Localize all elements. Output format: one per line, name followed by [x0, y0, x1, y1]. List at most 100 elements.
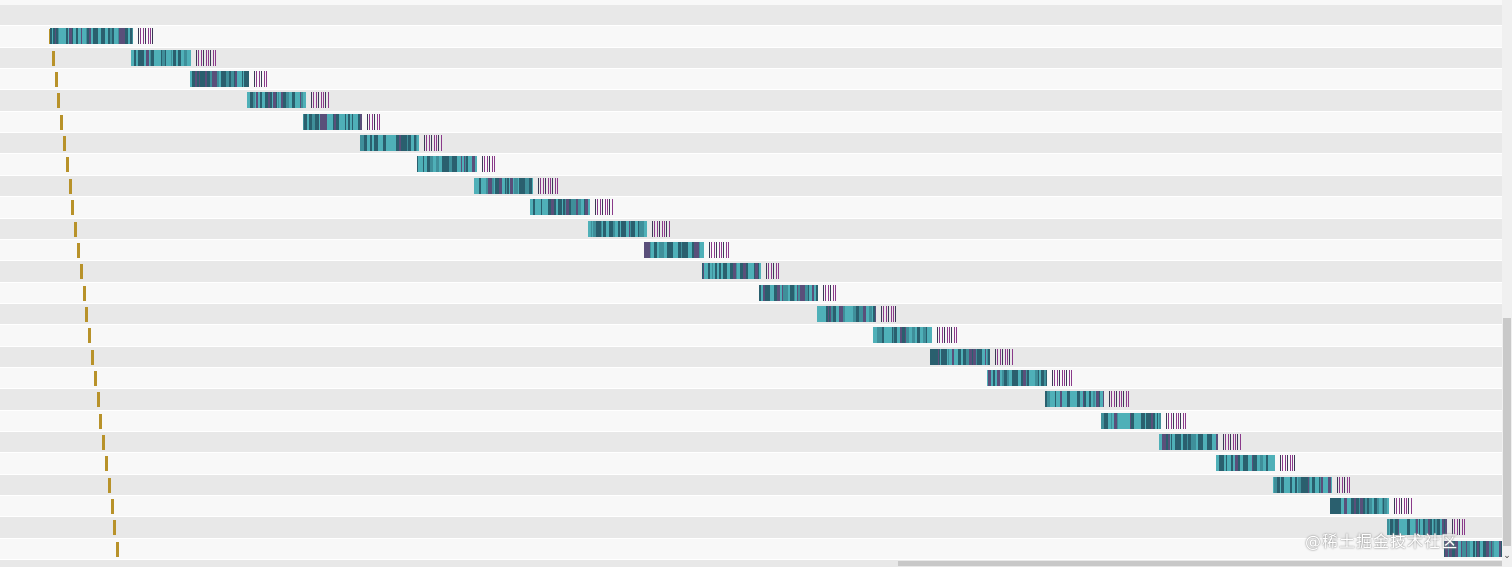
waterfall-row[interactable]: [0, 325, 1502, 347]
download-stripe: [475, 156, 477, 173]
download-stripe: [841, 305, 843, 322]
resource-tick: [773, 263, 775, 280]
waterfall-row[interactable]: [0, 239, 1502, 261]
download-stripe: [1172, 434, 1174, 450]
download-stripe: [1407, 519, 1409, 536]
download-stripe: [1157, 412, 1158, 429]
queue-marker: [93, 370, 97, 386]
download-stripe: [1323, 476, 1324, 493]
waterfall-row[interactable]: [0, 453, 1502, 475]
waterfall-row[interactable]: [0, 367, 1502, 389]
download-stripe: [465, 156, 466, 173]
download-bar[interactable]: [1444, 540, 1502, 557]
download-bar[interactable]: [247, 92, 306, 109]
download-bar[interactable]: [644, 241, 704, 258]
download-stripe: [884, 327, 885, 344]
download-bar[interactable]: [873, 327, 932, 344]
download-stripe: [1327, 476, 1328, 493]
waterfall-row[interactable]: [0, 133, 1502, 155]
download-bar[interactable]: [1273, 476, 1332, 493]
download-bar[interactable]: [930, 348, 990, 365]
waterfall-row[interactable]: [0, 474, 1502, 496]
horizontal-scrollbar-thumb[interactable]: [898, 561, 1502, 566]
download-bar[interactable]: [817, 305, 876, 322]
download-bar[interactable]: [987, 369, 1047, 386]
waterfall-row[interactable]: [0, 218, 1502, 240]
download-stripe: [717, 263, 719, 280]
download-bar[interactable]: [360, 135, 419, 152]
resource-ticks: [424, 135, 446, 152]
download-bar[interactable]: [1159, 434, 1218, 450]
download-bar[interactable]: [759, 284, 818, 301]
resource-tick: [1121, 391, 1122, 408]
download-stripe: [374, 135, 377, 152]
download-stripe: [820, 305, 823, 322]
waterfall-row[interactable]: [0, 410, 1502, 432]
download-stripe: [1314, 476, 1315, 493]
download-bar[interactable]: [1330, 498, 1389, 515]
download-stripe: [292, 92, 295, 109]
download-stripe: [761, 284, 763, 301]
download-bar[interactable]: [131, 49, 191, 66]
resource-tick: [951, 327, 953, 344]
download-stripe: [1235, 455, 1238, 472]
waterfall-row[interactable]: [0, 496, 1502, 518]
download-stripe: [131, 28, 132, 45]
download-bar[interactable]: [417, 156, 477, 173]
download-stripe: [766, 284, 769, 301]
download-bar[interactable]: [1216, 455, 1275, 472]
resource-tick: [1341, 476, 1343, 493]
waterfall-row[interactable]: [0, 175, 1502, 197]
download-bar[interactable]: [50, 28, 133, 45]
waterfall-row[interactable]: [0, 111, 1502, 133]
waterfall-row[interactable]: [0, 517, 1502, 539]
download-bar[interactable]: [702, 263, 761, 280]
waterfall-row[interactable]: [0, 282, 1502, 304]
waterfall-row[interactable]: [0, 303, 1502, 325]
download-stripe: [221, 71, 224, 88]
download-bar[interactable]: [190, 71, 249, 88]
download-stripe: [1430, 519, 1432, 536]
waterfall-row[interactable]: [0, 346, 1502, 368]
download-bar[interactable]: [1387, 519, 1447, 536]
waterfall-row[interactable]: [0, 538, 1502, 560]
waterfall-row[interactable]: [0, 90, 1502, 112]
vertical-scrollbar-thumb[interactable]: [1503, 318, 1511, 546]
vertical-scrollbar[interactable]: ⌄: [1502, 0, 1512, 567]
waterfall-row[interactable]: [0, 389, 1502, 411]
waterfall-row[interactable]: [0, 5, 1502, 26]
download-stripe: [1347, 498, 1349, 515]
waterfall-row[interactable]: [0, 432, 1502, 453]
download-stripe: [1216, 434, 1218, 450]
waterfall-row[interactable]: [0, 69, 1502, 91]
download-bar[interactable]: [1101, 412, 1161, 429]
download-stripe: [984, 348, 985, 365]
waterfall-row[interactable]: [0, 197, 1502, 219]
download-stripe: [1449, 540, 1452, 557]
waterfall-row[interactable]: [0, 26, 1502, 48]
download-bar[interactable]: [530, 199, 590, 216]
download-bar[interactable]: [474, 177, 533, 194]
download-stripe: [518, 177, 519, 194]
download-stripe: [234, 71, 235, 88]
resource-tick: [1066, 369, 1068, 386]
download-stripe: [618, 220, 619, 237]
download-stripe: [237, 71, 239, 88]
resource-tick: [1009, 348, 1011, 365]
download-stripe: [522, 177, 525, 194]
download-bar[interactable]: [588, 220, 647, 237]
waterfall-row[interactable]: [0, 560, 1502, 567]
download-stripe: [603, 220, 606, 237]
download-bar[interactable]: [303, 113, 362, 130]
download-stripe: [76, 28, 78, 45]
download-stripe: [1041, 369, 1044, 386]
download-stripe: [602, 220, 603, 237]
chevron-down-icon[interactable]: ⌄: [1503, 551, 1511, 561]
download-stripe: [190, 71, 191, 88]
download-stripe: [69, 28, 72, 45]
resource-ticks: [1394, 498, 1416, 515]
download-stripe: [199, 71, 200, 88]
waterfall-row[interactable]: [0, 154, 1502, 176]
download-bar[interactable]: [1045, 391, 1104, 408]
waterfall-row[interactable]: [0, 47, 1502, 69]
